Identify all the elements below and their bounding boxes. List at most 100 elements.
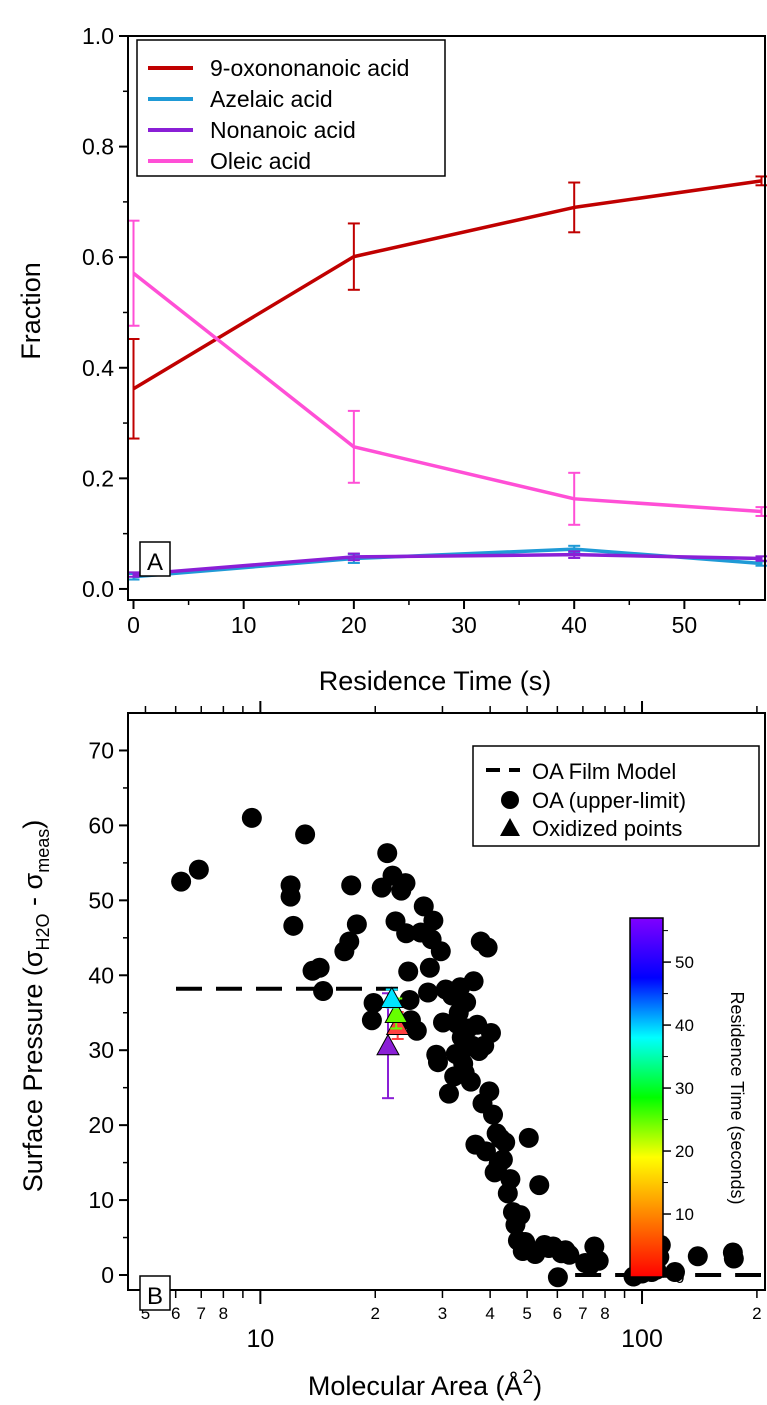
panel-a-ytick-label: 0.6 — [82, 244, 114, 270]
series-line-0 — [132, 179, 762, 391]
oa-point — [500, 1169, 521, 1190]
panel-b-ytick-label: 0 — [101, 1262, 114, 1288]
oa-point — [419, 957, 440, 978]
oa-point — [427, 1052, 448, 1073]
oa-point — [480, 1022, 501, 1043]
oa-point — [339, 931, 360, 952]
panel-b-ytick-label: 30 — [88, 1037, 114, 1063]
panel-a-xtick-label: 30 — [451, 612, 477, 638]
oa-point — [423, 910, 444, 931]
panel-a-ytick-label: 0.0 — [82, 576, 114, 602]
oa-point — [418, 982, 439, 1003]
colorbar-tick-label: 40 — [675, 1016, 694, 1035]
oa-point — [399, 990, 420, 1011]
colorbar-label: Residence Time (seconds) — [727, 991, 747, 1204]
panel-b-xtick-label: 10 — [246, 1325, 274, 1353]
legend-label-2: Nonanoic acid — [210, 117, 356, 143]
oa-point — [483, 1104, 504, 1125]
panel-a-label-text: A — [147, 549, 163, 576]
panel-b-xtick-minor-label: 4 — [485, 1304, 494, 1323]
oa-point — [438, 1083, 459, 1104]
oa-point — [283, 915, 304, 936]
oa-point — [477, 937, 498, 958]
panel-b-xtick-minor-label: 7 — [197, 1304, 206, 1323]
oa-point — [341, 875, 362, 896]
oa-point — [510, 1205, 531, 1226]
oa-point — [295, 824, 316, 845]
panel-a-ytick-label: 0.2 — [82, 465, 114, 491]
oxidized-triangle — [385, 1013, 410, 1035]
legend-oxidized-label: Oxidized points — [532, 816, 682, 841]
oa-point — [171, 871, 192, 892]
legend-oa-label: OA (upper-limit) — [532, 788, 686, 813]
oa-point — [492, 1149, 513, 1170]
oa-point — [363, 992, 384, 1013]
oa-point — [463, 971, 484, 992]
panel-a-label: A — [139, 541, 171, 577]
oa-point — [547, 1267, 568, 1288]
colorbar-tick-label: 50 — [675, 953, 694, 972]
oa-point — [529, 1175, 550, 1196]
panel-b-xtick-minor-label: 6 — [553, 1304, 562, 1323]
panel-b-xtick-minor-label: 8 — [600, 1304, 609, 1323]
oxidized-points — [376, 986, 410, 1100]
panel-b-ytick-label: 60 — [88, 812, 114, 838]
panel-b-xtick-minor-label: 7 — [578, 1304, 587, 1323]
oa-point — [396, 923, 417, 944]
legend-circle-symbol — [501, 791, 519, 809]
legend-triangle-symbol — [500, 818, 520, 836]
panel-b-xtick-minor-label: 2 — [752, 1304, 761, 1323]
oa-point — [413, 896, 434, 917]
colorbar-tick-label: 0 — [675, 1268, 684, 1287]
panel-b-legend-box — [472, 745, 760, 847]
panel-b-ytick-label: 40 — [88, 962, 114, 988]
panel-a-ytick-label: 0.8 — [82, 134, 114, 160]
panel-a-series — [127, 175, 767, 581]
panel-b-ytick-label: 10 — [88, 1187, 114, 1213]
oa-point — [588, 1250, 609, 1271]
legend-film-model-label: OA Film Model — [532, 759, 676, 784]
panel-a-xtick-label: 40 — [561, 612, 587, 638]
panel-b-ylabel: Surface Pressure (σH2O - σmeas) — [18, 820, 53, 1192]
panel-b-xtick-minor-label: 6 — [171, 1304, 180, 1323]
series-line-1 — [133, 547, 762, 579]
panel-a-xtick-label: 50 — [672, 612, 698, 638]
panel-a: 0 10 20 30 40 50 0.0 0.2 0.4 0.6 0.8 1.0 9-oxononan… — [16, 23, 767, 696]
oxidized-triangle — [379, 986, 404, 1009]
panel-b-ytick-label: 70 — [88, 737, 114, 763]
panel-a-xlabel: Residence Time (s) — [319, 666, 552, 696]
panel-a-xtick-label: 0 — [127, 612, 140, 638]
panel-b-legend: OA Film Model OA (upper-limit) Oxidized … — [472, 745, 760, 847]
series-line-3 — [132, 271, 762, 514]
panel-a-ytick-label: 1.0 — [82, 23, 114, 49]
colorbar-tick-label: 10 — [675, 1205, 694, 1224]
panel-b-label: B — [139, 1275, 171, 1311]
oa-point — [475, 1141, 496, 1162]
oa-point — [687, 1246, 708, 1267]
panel-a-xtick-label: 20 — [341, 612, 367, 638]
oa-upper-limit-points — [171, 807, 744, 1288]
panel-b-ytick-label: 20 — [88, 1112, 114, 1138]
panel-b-ytick-label: 50 — [88, 887, 114, 913]
panel-a-ylabel: Fraction — [16, 262, 46, 360]
colorbar-tick-label: 30 — [675, 1079, 694, 1098]
panel-a-legend: 9-oxononanoic acid Azelaic acid Nonanoic a… — [136, 39, 446, 177]
legend-label-3: Oleic acid — [210, 148, 311, 174]
panel-b-xtick-minor-label: 8 — [219, 1304, 228, 1323]
panel-a-legend-box — [136, 39, 446, 177]
oa-point — [559, 1244, 580, 1265]
oa-point — [406, 1020, 427, 1041]
panel-b-xlabel: Molecular Area (Å2) — [308, 1367, 542, 1401]
legend-label-1: Azelaic acid — [210, 86, 333, 112]
oa-point — [430, 941, 451, 962]
oa-point — [241, 807, 262, 828]
oa-point — [395, 873, 416, 894]
oa-point — [495, 1132, 516, 1153]
legend-label-0: 9-oxononanoic acid — [210, 55, 409, 81]
oa-point — [346, 914, 367, 935]
oa-point — [313, 981, 334, 1002]
panel-b-xtick-minor-label: 3 — [438, 1304, 447, 1323]
oa-point — [361, 1010, 382, 1031]
